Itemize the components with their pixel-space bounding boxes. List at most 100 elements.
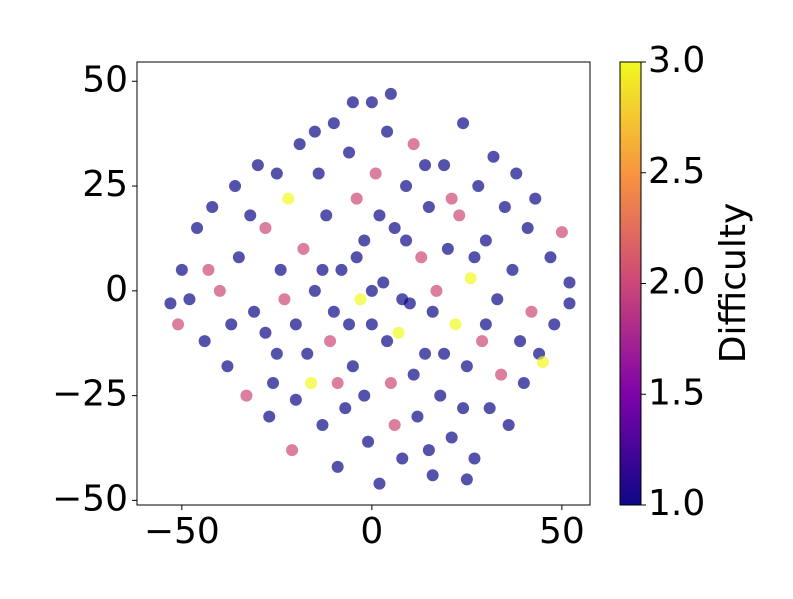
point bbox=[350, 251, 363, 264]
point bbox=[308, 125, 321, 138]
point bbox=[240, 389, 253, 402]
point bbox=[434, 389, 447, 402]
point bbox=[468, 251, 481, 264]
point bbox=[213, 284, 226, 297]
point bbox=[286, 444, 299, 457]
colorbar-tick-label: 1.0 bbox=[648, 483, 705, 524]
point bbox=[460, 360, 473, 373]
point bbox=[301, 347, 314, 360]
point bbox=[422, 201, 435, 214]
point bbox=[331, 377, 344, 390]
point bbox=[407, 138, 420, 151]
point bbox=[457, 117, 470, 130]
point bbox=[244, 209, 257, 222]
colorbar-tick-label: 2.0 bbox=[648, 262, 705, 303]
point bbox=[525, 305, 538, 318]
point bbox=[449, 318, 462, 331]
point bbox=[426, 469, 439, 482]
point bbox=[289, 393, 302, 406]
point bbox=[514, 335, 527, 348]
point bbox=[278, 293, 291, 306]
point bbox=[365, 96, 378, 109]
point bbox=[411, 410, 424, 423]
point bbox=[350, 192, 363, 205]
point bbox=[164, 297, 177, 310]
point bbox=[343, 318, 356, 331]
point bbox=[373, 209, 386, 222]
point bbox=[202, 263, 215, 276]
point bbox=[358, 389, 371, 402]
point bbox=[221, 360, 234, 373]
point bbox=[293, 138, 306, 151]
point bbox=[229, 180, 242, 193]
point bbox=[377, 276, 390, 289]
point bbox=[438, 347, 451, 360]
colorbar bbox=[619, 61, 642, 506]
point bbox=[369, 167, 382, 180]
point bbox=[563, 276, 576, 289]
point bbox=[232, 251, 245, 264]
point bbox=[305, 377, 318, 390]
point bbox=[445, 431, 458, 444]
point bbox=[498, 201, 511, 214]
point bbox=[453, 209, 466, 222]
y-tick-label: 50 bbox=[82, 59, 128, 100]
point bbox=[316, 418, 329, 431]
point bbox=[263, 410, 276, 423]
point bbox=[297, 242, 310, 255]
point bbox=[445, 192, 458, 205]
point bbox=[430, 284, 443, 297]
point bbox=[316, 263, 329, 276]
point bbox=[259, 326, 272, 339]
point bbox=[346, 96, 359, 109]
point bbox=[502, 418, 515, 431]
point bbox=[517, 377, 530, 390]
point bbox=[544, 251, 557, 264]
point bbox=[381, 335, 394, 348]
point bbox=[521, 221, 534, 234]
point bbox=[468, 452, 481, 465]
point bbox=[270, 347, 283, 360]
point bbox=[365, 318, 378, 331]
point bbox=[536, 356, 549, 369]
point bbox=[426, 305, 439, 318]
point bbox=[331, 460, 344, 473]
y-tick-label: −50 bbox=[52, 478, 128, 519]
colorbar-label: Difficulty bbox=[713, 203, 754, 364]
point bbox=[441, 242, 454, 255]
point bbox=[419, 159, 432, 172]
point bbox=[419, 347, 432, 360]
colorbar-tick-label: 1.5 bbox=[648, 372, 705, 413]
point bbox=[354, 293, 367, 306]
point bbox=[438, 159, 451, 172]
point bbox=[282, 192, 295, 205]
point bbox=[548, 318, 561, 331]
point bbox=[506, 263, 519, 276]
y-tick-label: 25 bbox=[82, 164, 128, 205]
point bbox=[270, 167, 283, 180]
point bbox=[267, 377, 280, 390]
point bbox=[415, 251, 428, 264]
point bbox=[529, 192, 542, 205]
point bbox=[464, 272, 477, 285]
point bbox=[365, 284, 378, 297]
x-tick-label: 0 bbox=[360, 511, 383, 552]
x-tick-label: 50 bbox=[539, 511, 585, 552]
point bbox=[384, 377, 397, 390]
point bbox=[460, 473, 473, 486]
point bbox=[362, 435, 375, 448]
point bbox=[483, 402, 496, 415]
point bbox=[555, 226, 568, 239]
point bbox=[248, 305, 261, 318]
point bbox=[198, 335, 211, 348]
point bbox=[400, 234, 413, 247]
point bbox=[346, 360, 359, 373]
colorbar-tick-label: 3.0 bbox=[648, 40, 705, 81]
plot-area bbox=[136, 61, 591, 506]
point bbox=[343, 146, 356, 159]
point bbox=[495, 368, 508, 381]
point bbox=[206, 201, 219, 214]
y-tick-label: 0 bbox=[105, 269, 128, 310]
